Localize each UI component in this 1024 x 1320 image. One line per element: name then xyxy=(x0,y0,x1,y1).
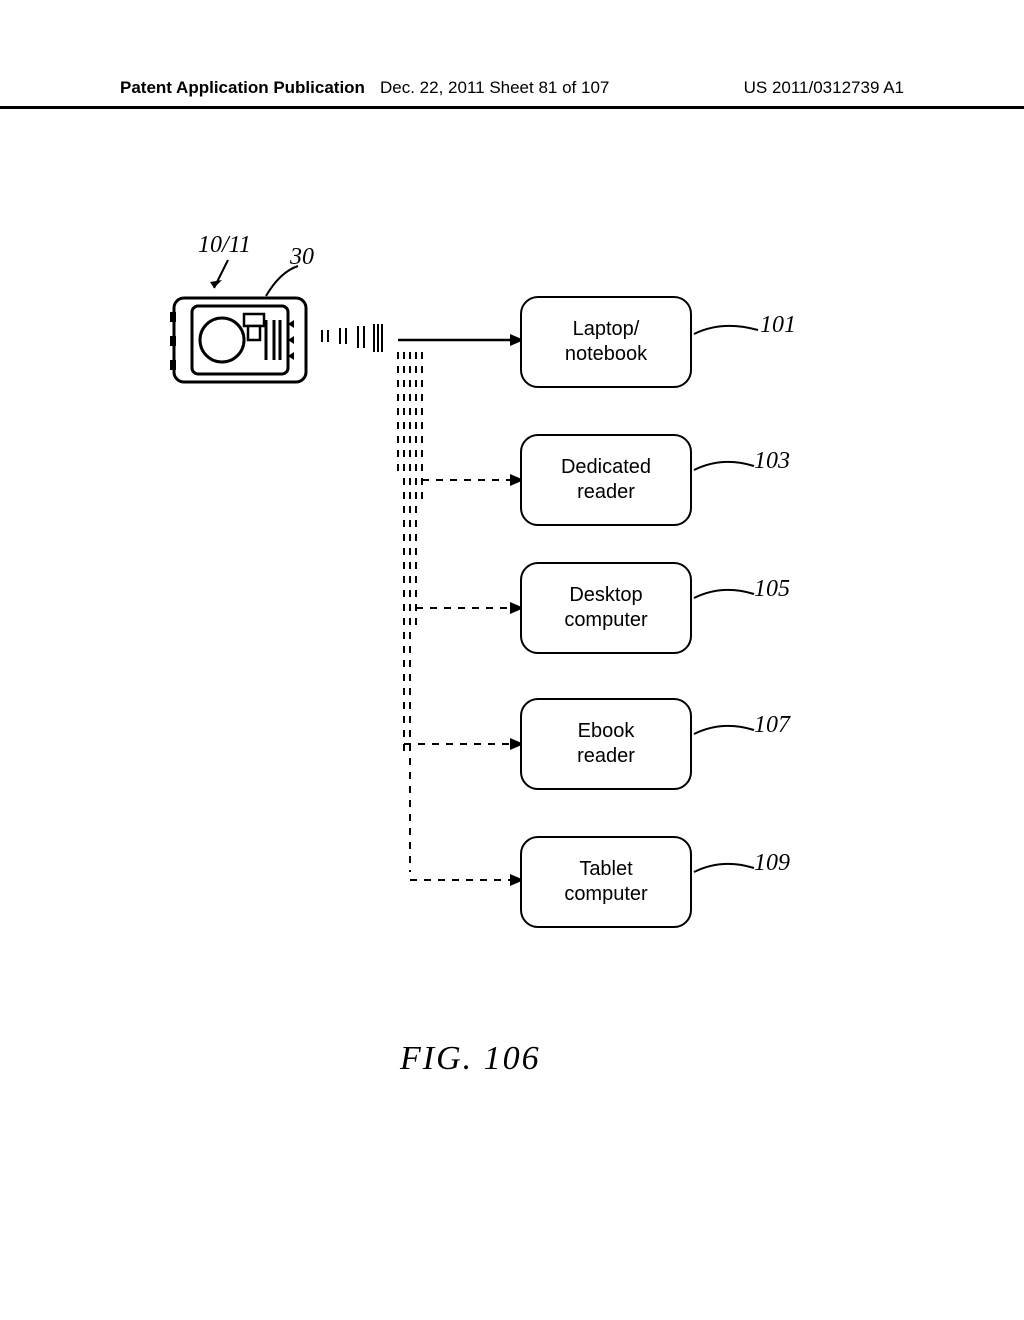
ref-label-laptop: 101 xyxy=(760,312,796,339)
leader-ebook xyxy=(692,722,762,746)
box-desktop-label: Desktop computer xyxy=(564,583,647,633)
box-ebook: Ebook reader xyxy=(520,698,692,790)
box-laptop: Laptop/ notebook xyxy=(520,296,692,388)
leader-laptop xyxy=(692,322,762,346)
leader-dedicated xyxy=(692,458,762,482)
figure-caption: FIG. 106 xyxy=(400,1040,541,1078)
box-desktop: Desktop computer xyxy=(520,562,692,654)
source-device-icon xyxy=(170,290,310,390)
box-laptop-label: Laptop/ notebook xyxy=(565,317,647,367)
ref-label-device-main: 10/11 xyxy=(198,232,251,259)
box-ebook-label: Ebook reader xyxy=(577,719,635,769)
box-tablet: Tablet computer xyxy=(520,836,692,928)
box-dedicated: Dedicated reader xyxy=(520,434,692,526)
box-dedicated-label: Dedicated reader xyxy=(561,455,651,505)
arrow-solid xyxy=(398,330,528,350)
figure-diagram: 10/11 30 xyxy=(0,0,1024,1320)
leader-tablet xyxy=(692,860,762,884)
leader-desktop xyxy=(692,586,762,610)
leader-device-main xyxy=(210,258,250,298)
box-tablet-label: Tablet computer xyxy=(564,857,647,907)
dashed-branches xyxy=(392,352,532,912)
leader-device-sub xyxy=(260,262,310,302)
